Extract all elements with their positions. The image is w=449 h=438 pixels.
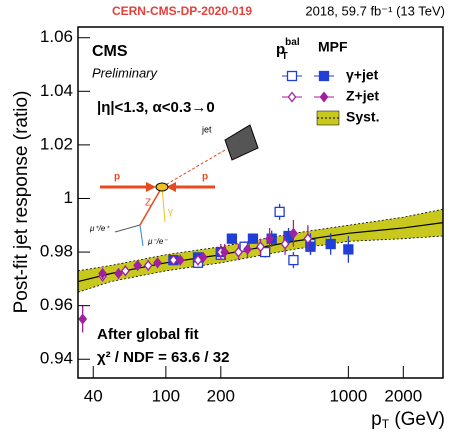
cms-label: CMS [92, 43, 128, 60]
marker [198, 251, 208, 263]
legend-syst [316, 110, 340, 126]
x-tick-label: 100 [152, 386, 180, 405]
legend-header: pbal T [276, 37, 300, 62]
fit-label: After global fit [97, 326, 199, 343]
x-label-unit: (GeV) [389, 409, 445, 430]
lumi: 2018, 59.7 fb⁻¹ (13 TeV) [305, 3, 445, 18]
marker [280, 238, 290, 250]
marker [98, 267, 108, 280]
x-label-sub: T [382, 417, 390, 431]
x-label-main: p [371, 409, 382, 430]
marker [287, 91, 297, 103]
bal-sup: bal [285, 37, 300, 48]
marker [168, 254, 178, 266]
plot-area [77, 203, 444, 333]
event-diagram: jet p p Z γ μ⁺/e⁺ μ⁻/e⁻ [89, 124, 259, 246]
legend-header: MPF [318, 39, 348, 55]
marker [120, 265, 130, 277]
y-tick-label: 1.06 [40, 27, 73, 46]
marker [286, 70, 298, 82]
marker [243, 243, 252, 255]
prelim-label: Preliminary [92, 65, 159, 80]
marker [303, 233, 313, 245]
bal-sub: T [282, 51, 288, 62]
lepton-label: μ⁺/e⁺ [89, 224, 110, 233]
marker [289, 227, 298, 239]
gamma-label: γ [168, 207, 173, 218]
z-label: Z [145, 198, 151, 209]
proton-label: p [202, 172, 208, 183]
marker [133, 259, 143, 272]
bal-main: p [276, 41, 285, 58]
x-tick-label: 1000 [329, 386, 367, 405]
marker [265, 233, 275, 245]
marker [220, 246, 230, 258]
y-tick-label: 0.96 [40, 295, 73, 314]
x-tick-label: 2000 [384, 386, 422, 405]
chi2-label: χ² / NDF = 63.6 / 32 [97, 349, 229, 366]
y-tick-label: 0.98 [40, 242, 73, 261]
marker [318, 70, 330, 82]
y-tick-label: 0.94 [40, 349, 73, 368]
frame [77, 26, 444, 379]
y-axis-label: Post-fit jet response (ratio) [11, 91, 32, 314]
marker [288, 254, 299, 266]
legend: pbal T MPF Syst. γ+jet Z+jet [276, 37, 379, 126]
x-tick-label: 200 [207, 386, 235, 405]
marker [305, 241, 316, 252]
lepton-label: μ⁻/e⁻ [147, 237, 168, 246]
marker [256, 241, 265, 253]
jet-label: jet [201, 124, 212, 134]
marker [319, 91, 329, 103]
marker [143, 259, 153, 272]
marker [343, 244, 354, 255]
y-tick-label: 1.04 [40, 81, 73, 100]
marker [78, 313, 88, 325]
doc-id: CERN-CMS-DP-2020-019 [112, 4, 252, 18]
marker [325, 238, 336, 250]
proton-label: p [114, 172, 120, 183]
marker [153, 257, 162, 269]
y-tick-label: 1.02 [40, 134, 73, 153]
legend-label: Syst. [346, 109, 379, 125]
y-tick-label: 1 [64, 188, 73, 207]
cuts-label: |η|<1.3, α<0.3→0 [97, 99, 215, 116]
marker [274, 206, 285, 218]
syst-edge [77, 235, 444, 293]
marker [247, 233, 259, 244]
x-tick-label: 40 [84, 386, 103, 405]
marker [175, 254, 185, 266]
marker [114, 267, 123, 280]
marker [226, 233, 238, 244]
legend-label: γ+jet [346, 67, 379, 83]
marker [234, 246, 243, 258]
x-axis-label: pT (GeV) [371, 409, 445, 431]
legend-label: Z+jet [346, 88, 379, 104]
